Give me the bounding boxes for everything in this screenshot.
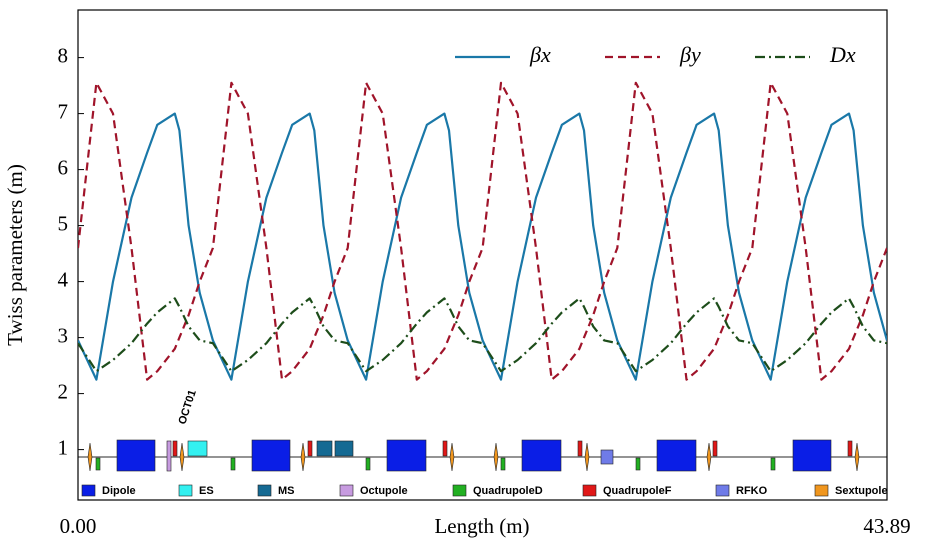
- lattice-legend-swatch: [452, 484, 467, 497]
- y-tick-label: 2: [58, 379, 69, 403]
- lattice-legend-label: MS: [278, 485, 295, 497]
- lattice-legend-swatch: [339, 484, 354, 497]
- lattice-legend-label: Sextupole: [835, 485, 888, 497]
- lattice-legend-label: RFKO: [736, 485, 768, 497]
- y-tick-label: 4: [58, 267, 69, 291]
- plot-frame: [77, 9, 888, 501]
- y-tick-label: 6: [58, 155, 69, 179]
- lattice-legend-swatch: [81, 484, 96, 497]
- y-axis-label: Twiss parameters (m): [3, 164, 27, 346]
- lattice-legend-swatch: [715, 484, 730, 497]
- y-tick-label: 1: [58, 435, 69, 459]
- y-tick-label: 8: [58, 43, 69, 67]
- y-tick-label: 5: [58, 211, 69, 235]
- lattice-legend-label: Octupole: [360, 485, 408, 497]
- legend-label: Dx: [829, 42, 856, 67]
- lattice-legend-label: Dipole: [102, 485, 136, 497]
- y-tick-label: 3: [58, 323, 69, 347]
- x-tick-label: 43.89: [863, 514, 910, 538]
- legend-label: βy: [679, 42, 701, 67]
- legend-label: βx: [529, 42, 551, 67]
- lattice-legend-label: QuadrupoleF: [603, 485, 672, 497]
- series-line: [78, 297, 887, 373]
- lattice-legend-swatch: [257, 484, 272, 497]
- annotation: OCT01: [176, 388, 198, 425]
- lattice-legend-label: ES: [199, 485, 214, 497]
- y-tick-label: 7: [58, 99, 69, 123]
- lattice-legend-label: QuadrupoleD: [473, 485, 543, 497]
- series-line: [78, 112, 887, 381]
- x-axis-label: Length (m): [434, 514, 529, 538]
- lattice-legend-swatch: [582, 484, 597, 497]
- series-line: [78, 81, 887, 381]
- lattice-legend-swatch: [178, 484, 193, 497]
- x-tick-label: 0.00: [60, 514, 97, 538]
- lattice-legend-swatch: [814, 484, 829, 497]
- lattice: [78, 439, 887, 472]
